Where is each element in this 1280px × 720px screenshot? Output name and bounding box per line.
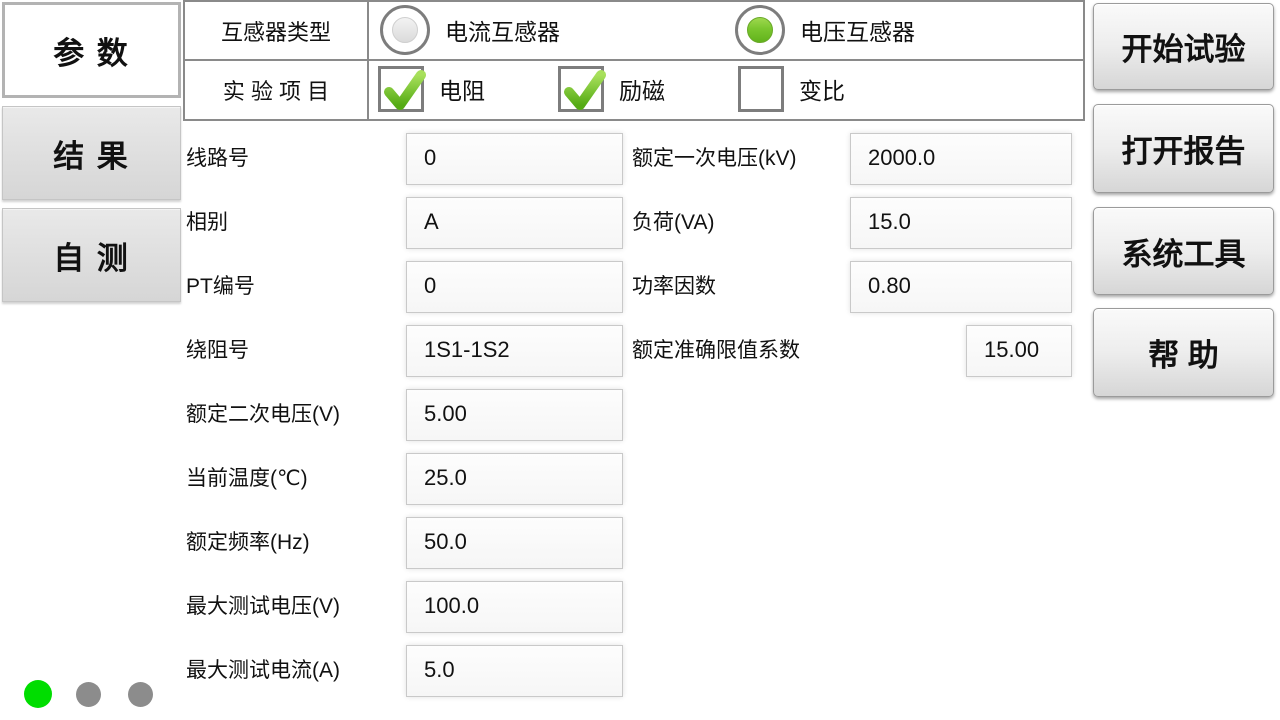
radio-voltage-transformer-label: 电压互感器 (800, 19, 915, 45)
start-test-button[interactable]: 开始试验 (1093, 3, 1274, 90)
radio-current-transformer-label: 电流互感器 (445, 19, 560, 45)
transformer-type-label: 互感器类型 (220, 19, 331, 45)
tab-results[interactable]: 结 果 (2, 106, 181, 200)
rated-secondary-voltage-input[interactable] (406, 389, 623, 441)
status-dot-green (24, 680, 52, 708)
power-factor-label: 功率因数 (632, 275, 716, 298)
max-test-voltage-input[interactable] (406, 581, 623, 633)
winding-number-input[interactable] (406, 325, 623, 377)
system-tools-button[interactable]: 系统工具 (1093, 207, 1274, 295)
current-temperature-input[interactable] (406, 453, 623, 505)
open-report-button[interactable]: 打开报告 (1093, 104, 1274, 193)
rated-frequency-input[interactable] (406, 517, 623, 569)
checkbox-ratio[interactable]: 变比 (738, 64, 845, 114)
line-number-label: 线路号 (186, 147, 249, 170)
status-dot-gray (76, 682, 101, 707)
rated-accuracy-limit-factor-label: 额定准确限值系数 (632, 339, 800, 362)
radio-icon (380, 5, 430, 55)
power-factor-input[interactable] (850, 261, 1072, 313)
rated-accuracy-limit-factor-input[interactable] (966, 325, 1072, 377)
checkbox-excitation-label: 励磁 (619, 78, 665, 104)
checkbox-icon (378, 66, 426, 112)
radio-voltage-transformer[interactable]: 电压互感器 (735, 4, 915, 56)
row-divider (185, 59, 1083, 61)
rated-secondary-voltage-label: 额定二次电压(V) (186, 403, 340, 426)
rated-primary-voltage-label: 额定一次电压(kV) (632, 147, 797, 170)
rated-primary-voltage-input[interactable] (850, 133, 1072, 185)
checkbox-icon (738, 66, 784, 112)
column-divider (367, 2, 369, 119)
line-number-input[interactable] (406, 133, 623, 185)
checkbox-resistance[interactable]: 电阻 (378, 64, 485, 114)
radio-icon (735, 5, 785, 55)
help-button[interactable]: 帮 助 (1093, 308, 1274, 397)
tab-parameters[interactable]: 参 数 (2, 2, 181, 98)
checkbox-resistance-label: 电阻 (439, 78, 485, 104)
burden-label: 负荷(VA) (632, 211, 715, 234)
pt-number-label: PT编号 (186, 275, 255, 298)
header-table: 互感器类型 实 验 项 目 (183, 0, 1085, 121)
max-test-current-input[interactable] (406, 645, 623, 697)
tab-self-test[interactable]: 自 测 (2, 208, 181, 302)
current-temperature-label: 当前温度(℃) (186, 467, 308, 490)
status-dot-gray (128, 682, 153, 707)
max-test-current-label: 最大测试电流(A) (186, 659, 340, 682)
burden-input[interactable] (850, 197, 1072, 249)
radio-current-transformer[interactable]: 电流互感器 (380, 4, 560, 56)
phase-label: 相别 (186, 211, 228, 234)
max-test-voltage-label: 最大测试电压(V) (186, 595, 340, 618)
rated-frequency-label: 额定频率(Hz) (186, 531, 310, 554)
checkbox-icon (558, 66, 606, 112)
test-items-label: 实 验 项 目 (222, 78, 330, 104)
phase-input[interactable] (406, 197, 623, 249)
checkbox-ratio-label: 变比 (799, 78, 845, 104)
checkbox-excitation[interactable]: 励磁 (558, 64, 665, 114)
pt-number-input[interactable] (406, 261, 623, 313)
winding-number-label: 绕阻号 (186, 339, 249, 362)
